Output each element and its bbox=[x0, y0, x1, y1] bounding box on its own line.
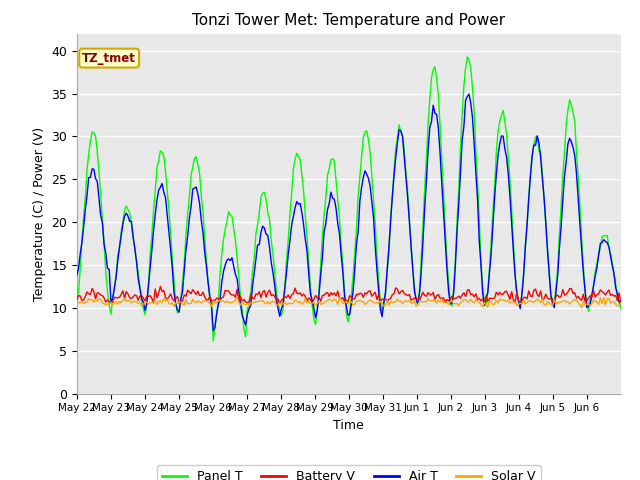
Legend: Panel T, Battery V, Air T, Solar V: Panel T, Battery V, Air T, Solar V bbox=[157, 465, 541, 480]
Text: TZ_tmet: TZ_tmet bbox=[82, 51, 136, 65]
Title: Tonzi Tower Met: Temperature and Power: Tonzi Tower Met: Temperature and Power bbox=[192, 13, 506, 28]
Y-axis label: Temperature (C) / Power (V): Temperature (C) / Power (V) bbox=[33, 127, 45, 300]
X-axis label: Time: Time bbox=[333, 419, 364, 432]
